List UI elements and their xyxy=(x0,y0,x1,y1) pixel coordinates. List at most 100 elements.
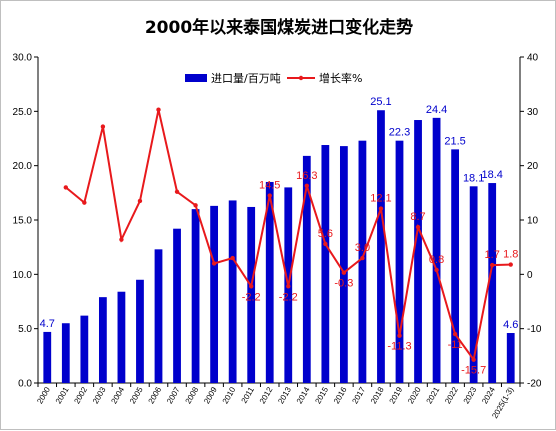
bar xyxy=(377,110,385,383)
bar xyxy=(61,323,70,383)
bar-series xyxy=(43,110,515,383)
line-point xyxy=(397,333,402,338)
bar xyxy=(506,333,515,383)
bar xyxy=(302,155,311,383)
line-point xyxy=(286,284,291,289)
legend-label-bar: 进口量/百万吨 xyxy=(211,72,281,85)
y-left-tick-label: 0.0 xyxy=(18,379,32,390)
x-tick-label: 2016 xyxy=(332,385,349,405)
x-tick-label: 2023 xyxy=(462,385,479,405)
x-tick-label: 2015 xyxy=(313,385,330,405)
line-data-label: 16.3 xyxy=(296,170,317,182)
bar-data-label: 25.1 xyxy=(370,96,391,108)
x-tick-label: 2010 xyxy=(221,385,238,405)
bar xyxy=(265,181,274,383)
line-point xyxy=(471,357,476,362)
data-labels: 4.7 25.1 22.3 24.4 21.5 18.118.4 4.6 -2.2 14.5 -2… xyxy=(40,96,519,376)
chart-title: 2000年以来泰国煤炭进口变化走势 xyxy=(145,17,413,38)
line-point xyxy=(137,198,143,204)
line-point xyxy=(82,200,87,205)
line-data-label: 1.8 xyxy=(503,249,518,261)
bar xyxy=(339,146,348,383)
x-tick-label: 2012 xyxy=(258,385,275,405)
x-tick-label: 2017 xyxy=(350,385,367,405)
y-right-tick-label: 40 xyxy=(527,53,539,64)
y-left-tick-label: 5.0 xyxy=(18,324,32,335)
x-tick-label: 2007 xyxy=(165,385,182,405)
y-right-tick-label: 10 xyxy=(527,216,539,227)
x-tick-label: 2024 xyxy=(480,385,497,405)
line-point xyxy=(304,183,310,188)
bar xyxy=(210,205,219,383)
y-right-tick-label: -10 xyxy=(527,324,542,335)
bar xyxy=(173,228,181,383)
legend-label-line: 增长率% xyxy=(319,71,362,85)
bar xyxy=(451,149,460,383)
x-tick-label: 2018 xyxy=(369,385,386,405)
line-data-label: -0.3 xyxy=(334,278,353,290)
x-tick-label: 2001 xyxy=(54,385,71,405)
bar-data-label: 22.3 xyxy=(389,127,410,139)
x-tick-label: 2009 xyxy=(202,385,219,405)
y-right-tick-label: 0 xyxy=(527,270,533,281)
legend-swatch-marker xyxy=(298,75,304,81)
bar xyxy=(358,140,367,383)
bar xyxy=(117,291,126,383)
line-point xyxy=(434,267,439,273)
bar xyxy=(43,331,52,383)
line-point xyxy=(230,255,235,261)
line-point xyxy=(341,270,347,275)
x-tick-label: 2019 xyxy=(388,385,405,405)
y-left-tick-label: 25.0 xyxy=(13,107,33,118)
bar xyxy=(414,120,422,383)
bar xyxy=(228,200,237,383)
line-point xyxy=(193,203,198,208)
legend-swatch-bar xyxy=(185,74,207,82)
y-right-tick-label: 20 xyxy=(527,161,539,172)
bar xyxy=(488,183,497,383)
bar-data-label: 21.5 xyxy=(444,135,465,147)
line-data-label: 1.7 xyxy=(485,249,500,261)
line-data-label: -11.3 xyxy=(387,341,411,353)
bar-data-label: 18.1 xyxy=(463,172,484,184)
line-point xyxy=(100,124,106,129)
bar xyxy=(432,117,441,383)
x-tick-label: 2008 xyxy=(184,385,201,405)
bar xyxy=(98,297,107,383)
x-tick-label: 2013 xyxy=(276,385,293,405)
bar xyxy=(136,279,144,383)
legend: 进口量/百万吨 增长率% xyxy=(185,71,362,85)
x-tick-label: 2006 xyxy=(147,385,164,405)
line-data-label: -2.2 xyxy=(279,291,298,303)
line-point xyxy=(63,185,69,190)
x-tick-label: 2022 xyxy=(443,385,460,405)
bar-data-label: 4.6 xyxy=(503,319,518,331)
y-left-tick-label: 15.0 xyxy=(13,216,33,227)
bar-data-label: 24.4 xyxy=(426,104,447,116)
line-data-label: 8.7 xyxy=(410,211,425,223)
y-left-tick-label: 30.0 xyxy=(13,53,33,64)
y-left-tick-label: 10.0 xyxy=(13,270,33,281)
bar xyxy=(191,209,200,383)
x-tick-label: 2021 xyxy=(425,385,442,405)
line-point xyxy=(323,241,328,247)
line-point xyxy=(508,262,513,267)
x-tick-label: 2005 xyxy=(128,385,145,405)
bar xyxy=(247,206,256,383)
line-series xyxy=(63,107,513,363)
line-data-label: 0.8 xyxy=(429,254,444,266)
line-data-label: -15.7 xyxy=(461,365,486,377)
line-point xyxy=(211,261,217,266)
line-point xyxy=(360,255,365,261)
x-tick-label: 2014 xyxy=(295,385,312,405)
line-point xyxy=(248,284,254,289)
bar-data-label: 4.7 xyxy=(40,318,55,330)
bar xyxy=(321,145,330,383)
line-point xyxy=(174,189,180,194)
line-data-label: -2.2 xyxy=(242,291,261,303)
x-tick-label: 2003 xyxy=(91,385,108,405)
y-left-tick-label: 20.0 xyxy=(13,161,33,172)
line-data-label: -11 xyxy=(448,339,463,351)
